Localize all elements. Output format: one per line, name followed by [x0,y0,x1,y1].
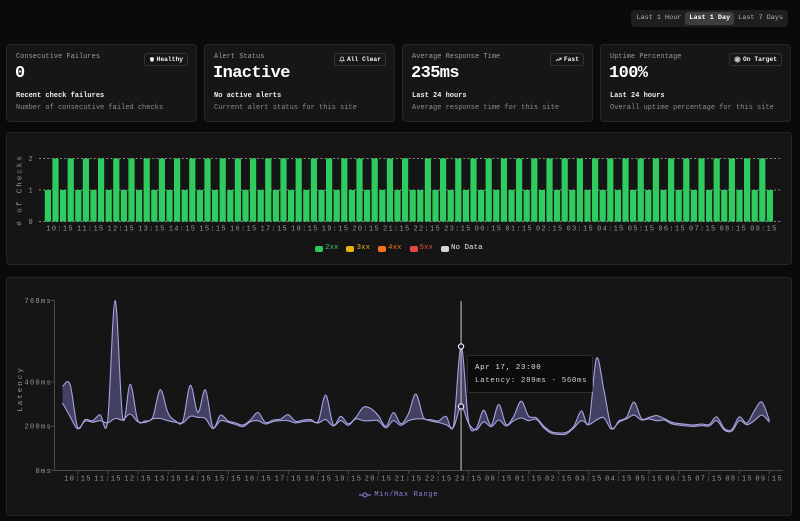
svg-text:10:15: 10:15 [46,226,74,234]
svg-text:14:15: 14:15 [184,476,212,484]
svg-text:400ms: 400ms [24,379,52,387]
svg-text:13:15: 13:15 [138,226,166,234]
svg-text:17:15: 17:15 [261,226,289,234]
svg-text:21:15: 21:15 [395,476,423,484]
svg-text:11:15: 11:15 [94,476,122,484]
svg-text:19:15: 19:15 [335,476,363,484]
svg-text:Latency: Latency [17,366,25,412]
svg-text:10:15: 10:15 [64,476,92,484]
svg-text:03:15: 03:15 [575,476,603,484]
svg-text:16:15: 16:15 [245,476,273,484]
svg-text:05:15: 05:15 [635,476,663,484]
svg-text:768ms: 768ms [24,298,52,306]
svg-text:2: 2 [28,156,34,164]
svg-text:12:15: 12:15 [124,476,152,484]
svg-text:03:15: 03:15 [567,226,595,234]
svg-text:0: 0 [28,219,34,227]
svg-text:07:15: 07:15 [689,226,717,234]
svg-text:22:15: 22:15 [414,226,442,234]
svg-text:06:15: 06:15 [658,226,686,234]
svg-text:20:15: 20:15 [365,476,393,484]
svg-text:02:15: 02:15 [545,476,573,484]
svg-text:22:15: 22:15 [425,476,453,484]
svg-text:01:15: 01:15 [505,226,533,234]
svg-text:11:15: 11:15 [77,226,105,234]
svg-text:18:15: 18:15 [291,226,319,234]
svg-text:# of Checks: # of Checks [17,154,25,226]
svg-text:16:15: 16:15 [230,226,258,234]
svg-text:00:15: 00:15 [475,226,503,234]
svg-text:06:15: 06:15 [665,476,693,484]
svg-text:20:15: 20:15 [352,226,380,234]
svg-text:15:15: 15:15 [199,226,227,234]
svg-text:02:15: 02:15 [536,226,564,234]
svg-text:09:15: 09:15 [750,226,778,234]
svg-text:00:15: 00:15 [485,476,513,484]
svg-text:05:15: 05:15 [628,226,656,234]
svg-text:23:15: 23:15 [444,226,472,234]
svg-text:07:15: 07:15 [695,476,723,484]
svg-text:19:15: 19:15 [322,226,350,234]
svg-text:04:15: 04:15 [605,476,633,484]
svg-text:21:15: 21:15 [383,226,411,234]
svg-text:04:15: 04:15 [597,226,625,234]
svg-text:0ms: 0ms [35,468,52,476]
svg-text:18:15: 18:15 [305,476,333,484]
svg-text:14:15: 14:15 [169,226,197,234]
svg-text:23:15: 23:15 [455,476,483,484]
svg-text:200ms: 200ms [24,424,52,432]
svg-text:08:15: 08:15 [720,226,748,234]
svg-text:13:15: 13:15 [154,476,182,484]
svg-text:15:15: 15:15 [214,476,242,484]
svg-text:08:15: 08:15 [725,476,753,484]
svg-text:01:15: 01:15 [515,476,543,484]
svg-text:12:15: 12:15 [108,226,136,234]
svg-text:09:15: 09:15 [755,476,783,484]
svg-text:17:15: 17:15 [275,476,303,484]
svg-text:1: 1 [28,188,34,196]
